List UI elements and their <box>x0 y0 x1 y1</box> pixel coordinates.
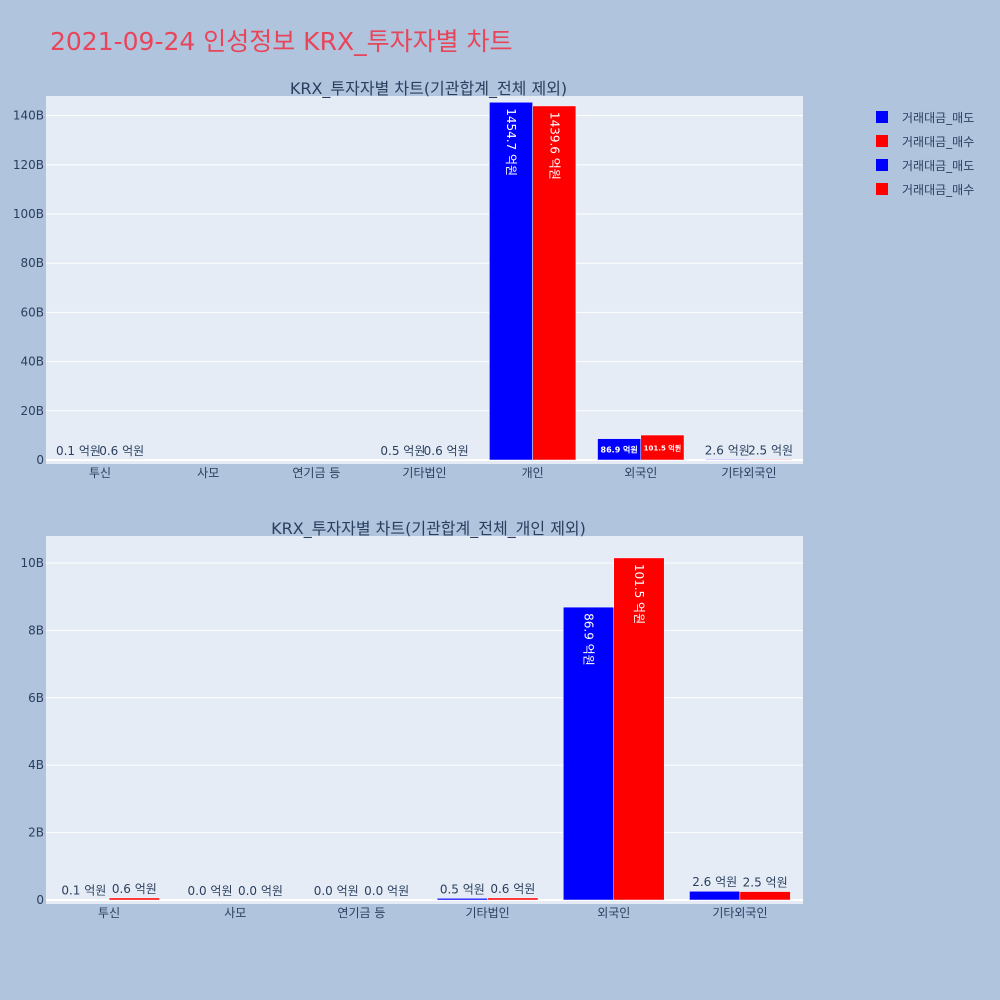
data-label: 2.6 억원 <box>692 875 737 889</box>
data-label: 101.5 억원 <box>632 564 646 624</box>
legend-item-sell-2[interactable]: 거래대금_매도 <box>876 154 974 176</box>
data-label: 0.0 억원 <box>188 884 233 898</box>
y-tick-label: 2B <box>28 826 44 840</box>
x-tick-label: 연기금 등 <box>337 906 385 920</box>
y-tick-label: 0 <box>36 893 44 907</box>
data-label: 86.9 억원 <box>601 444 638 454</box>
y-tick-label: 10B <box>20 556 44 570</box>
data-label: 1454.7 억원 <box>504 108 518 176</box>
x-tick-label: 투신 <box>89 466 111 480</box>
data-label: 2.5 억원 <box>743 876 788 890</box>
legend-swatch-buy <box>876 183 888 195</box>
y-tick-label: 4B <box>28 758 44 772</box>
legend-label: 거래대금_매수 <box>902 182 975 197</box>
legend-label: 거래대금_매도 <box>902 110 975 125</box>
y-tick-label: 80B <box>20 256 44 270</box>
legend-swatch-buy <box>876 135 888 147</box>
y-tick-label: 60B <box>20 305 44 319</box>
x-tick-label: 기타외국인 <box>712 906 767 920</box>
x-tick-label: 기타외국인 <box>721 466 776 480</box>
legend-label: 거래대금_매도 <box>902 158 975 173</box>
bar-sell <box>436 898 488 901</box>
bar-buy <box>487 897 539 901</box>
data-label: 86.9 억원 <box>582 613 596 666</box>
x-tick-label: 연기금 등 <box>292 466 340 480</box>
bar-buy <box>739 891 791 901</box>
legend-swatch-sell <box>876 159 888 171</box>
x-tick-label: 개인 <box>522 466 544 480</box>
x-tick-label: 사모 <box>224 906 246 920</box>
data-label: 0.6 억원 <box>112 882 157 896</box>
bar-buy <box>640 434 685 461</box>
y-tick-label: 140B <box>13 109 44 123</box>
data-label: 0.0 억원 <box>364 884 409 898</box>
y-tick-label: 100B <box>13 207 44 221</box>
legend[interactable]: 거래대금_매도 거래대금_매수 거래대금_매도 거래대금_매수 <box>876 106 974 202</box>
plot-area-1 <box>46 96 803 464</box>
x-tick-label: 사모 <box>197 466 219 480</box>
chart-title: KRX_투자자별 차트(기관합계_전체 제외) <box>290 79 567 99</box>
legend-label: 거래대금_매수 <box>902 134 975 149</box>
bar-sell <box>705 459 750 461</box>
bar-sell <box>563 606 614 901</box>
legend-swatch-sell <box>876 111 888 123</box>
bar-sell <box>489 101 533 461</box>
data-label: 0.1 억원 <box>56 444 101 458</box>
plot-area-2 <box>46 536 803 904</box>
data-label: 1439.6 억원 <box>547 112 561 180</box>
y-tick-label: 20B <box>20 404 44 418</box>
bar-buy <box>613 557 665 901</box>
y-tick-label: 0 <box>36 453 44 467</box>
page-title: 2021-09-24 인성정보 KRX_투자자별 차트 <box>50 27 513 56</box>
data-label: 2.6 억원 <box>705 443 750 457</box>
data-label: 0.0 억원 <box>238 884 283 898</box>
x-tick-label: 기타법인 <box>465 906 509 920</box>
bar-buy <box>532 105 577 461</box>
legend-item-sell-1[interactable]: 거래대금_매도 <box>876 106 974 128</box>
x-tick-label: 외국인 <box>597 906 630 920</box>
data-label: 0.6 억원 <box>424 444 469 458</box>
data-label: 0.0 억원 <box>314 884 359 898</box>
data-label: 0.6 억원 <box>99 444 144 458</box>
y-tick-label: 40B <box>20 355 44 369</box>
bar-buy <box>748 459 793 461</box>
bar-sell <box>689 890 741 901</box>
data-label: 0.5 억원 <box>380 444 425 458</box>
data-label: 0.6 억원 <box>490 882 535 896</box>
y-tick-label: 6B <box>28 691 44 705</box>
data-label: 0.1 억원 <box>61 884 106 898</box>
y-tick-label: 120B <box>13 158 44 172</box>
y-tick-label: 8B <box>28 623 44 637</box>
x-tick-label: 기타법인 <box>402 466 446 480</box>
legend-item-buy-2[interactable]: 거래대금_매수 <box>876 178 974 200</box>
bar-buy <box>108 897 160 901</box>
x-tick-label: 투신 <box>98 906 120 920</box>
chart-title: KRX_투자자별 차트(기관합계_전체_개인 제외) <box>271 519 586 539</box>
data-label: 2.5 억원 <box>748 443 793 457</box>
data-label: 101.5 억원 <box>644 444 681 453</box>
data-label: 0.5 억원 <box>440 882 485 896</box>
legend-item-buy-1[interactable]: 거래대금_매수 <box>876 130 974 152</box>
x-tick-label: 외국인 <box>624 466 657 480</box>
